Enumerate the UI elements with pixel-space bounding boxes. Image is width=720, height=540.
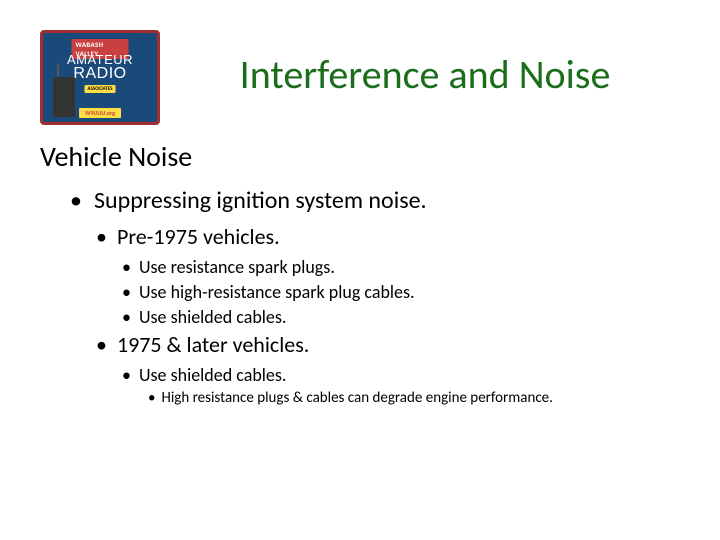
club-logo: WABASH VALLEY AMATEUR RADIO ASSOCIATES W… (40, 30, 160, 125)
list-item: Use resistance spark plugs. (122, 256, 680, 278)
slide-body: Vehicle Noise Suppressing ignition syste… (40, 139, 680, 407)
logo-assoc: ASSOCIATES (85, 85, 116, 93)
list-item: 1975 & later vehicles. (96, 331, 680, 358)
bullet-lvl3: Use shielded cables. (122, 364, 680, 386)
list-item: Use shielded cables. (122, 364, 680, 386)
list-item: Pre-1975 vehicles. (96, 223, 680, 250)
bullet-lvl4: High resistance plugs & cables can degra… (148, 389, 680, 407)
logo-bg: WABASH VALLEY AMATEUR RADIO ASSOCIATES W… (40, 30, 160, 125)
logo-main-text: AMATEUR RADIO (67, 53, 133, 82)
logo-org: W9UUU.org (79, 108, 121, 118)
bullet-lvl2: Pre-1975 vehicles. (96, 223, 680, 250)
bullet-lvl2: 1975 & later vehicles. (96, 331, 680, 358)
list-item: High resistance plugs & cables can degra… (148, 389, 680, 407)
slide: WABASH VALLEY AMATEUR RADIO ASSOCIATES W… (0, 0, 720, 540)
logo-line2: RADIO (73, 65, 126, 82)
bullet-lvl1: Suppressing ignition system noise. (70, 186, 680, 215)
handheld-radio-icon (53, 77, 75, 117)
list-item: Use shielded cables. (122, 306, 680, 328)
list-item: Use high-resistance spark plug cables. (122, 281, 680, 303)
bullet-lvl3: Use resistance spark plugs. Use high-res… (122, 256, 680, 328)
list-item: Suppressing ignition system noise. (70, 186, 680, 215)
slide-title: Interference and Noise (170, 50, 680, 99)
section-heading: Vehicle Noise (40, 139, 680, 174)
radio-antenna-icon (57, 63, 59, 77)
